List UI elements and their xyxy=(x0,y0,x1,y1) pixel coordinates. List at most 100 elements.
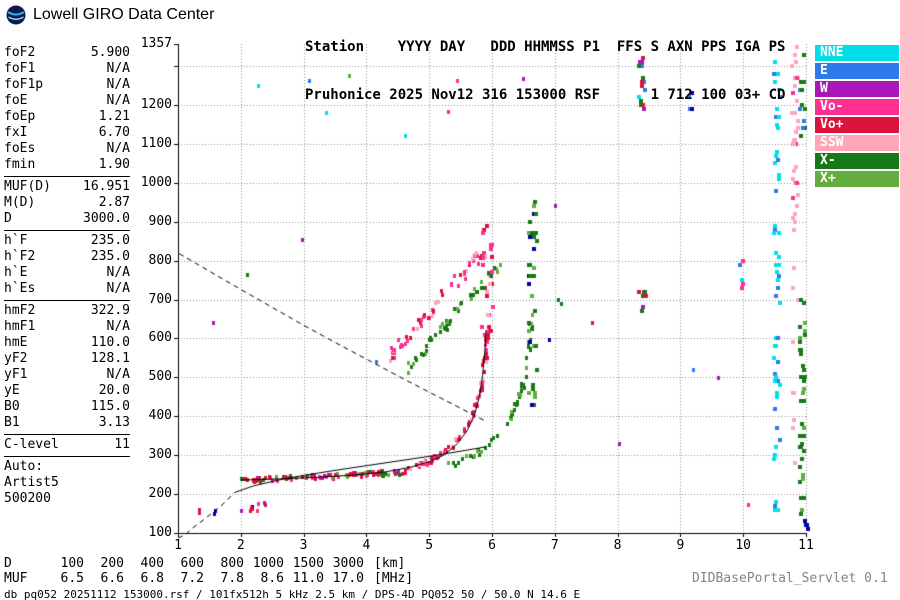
d-muf-table: D 100 200 400 600 800 1000 1500 3000 [km] MUF 6.5 6.… xyxy=(4,556,413,586)
row-value: 1000 xyxy=(252,556,284,571)
row-value: 200 xyxy=(100,556,124,571)
auto-title: Auto: xyxy=(4,459,130,475)
param-value: N/A xyxy=(106,281,130,296)
param-label: D xyxy=(4,211,12,226)
param-label: h`E xyxy=(4,265,28,280)
param-label: MUF(D) xyxy=(4,179,51,194)
param-label: fmin xyxy=(4,157,36,172)
param-label: h`F xyxy=(4,233,28,248)
header-line1: Station YYYY DAY DDD HHMMSS P1 FFS S AXN… xyxy=(305,39,786,55)
status-line: db pq052 20251112 153000.rsf / 101fx512h… xyxy=(4,588,581,600)
param-row-yF1: yF1 N/A xyxy=(4,367,130,383)
param-value: 16.951 xyxy=(83,179,130,194)
legend-X+: X+ xyxy=(815,171,899,187)
row-value: 17.0 xyxy=(332,571,364,586)
row-value: 3000 xyxy=(332,556,364,571)
row-value: 6.6 xyxy=(100,571,124,586)
legend-E: E xyxy=(815,63,899,79)
table-row-D: D 100 200 400 600 800 1000 1500 3000 [km] xyxy=(4,556,413,571)
param-label: yE xyxy=(4,383,20,398)
row-value: 7.2 xyxy=(180,571,204,586)
param-label: M(D) xyxy=(4,195,36,210)
param-value: 11 xyxy=(114,437,130,452)
param-row-B0: B0 115.0 xyxy=(4,399,130,415)
row-value: 6.5 xyxy=(60,571,84,586)
param-row-fmin: fmin 1.90 xyxy=(4,157,130,173)
parameter-panel: foF2 5.900 foF1 N/A foF1p N/A foE N/A foEp 1.21 fx… xyxy=(4,45,130,507)
param-row-hmE: hmE 110.0 xyxy=(4,335,130,351)
param-label: hmF1 xyxy=(4,319,36,334)
param-value: 3000.0 xyxy=(83,211,130,226)
param-value: N/A xyxy=(106,77,130,92)
param-label: h`Es xyxy=(4,281,36,296)
param-value: N/A xyxy=(106,367,130,382)
table-row-MUF: MUF 6.5 6.6 6.8 7.2 7.8 8.6 11.0 17.0 [MHz] xyxy=(4,571,413,586)
legend-SSW: SSW xyxy=(815,135,899,151)
param-label: fxI xyxy=(4,125,28,140)
separator xyxy=(4,230,130,231)
param-label: foEp xyxy=(4,109,36,124)
param-value: 2.87 xyxy=(98,195,130,210)
param-row-MUF(D): MUF(D) 16.951 xyxy=(4,179,130,195)
param-value: N/A xyxy=(106,61,130,76)
row-value: 11.0 xyxy=(292,571,324,586)
param-row-foF1p: foF1p N/A xyxy=(4,77,130,93)
legend-X-: X- xyxy=(815,153,899,169)
param-value: 128.1 xyxy=(90,351,130,366)
param-row-hmF2: hmF2 322.9 xyxy=(4,303,130,319)
param-row-foEp: foEp 1.21 xyxy=(4,109,130,125)
row-value: 800 xyxy=(220,556,244,571)
param-label: B0 xyxy=(4,399,20,414)
legend-Vo-: Vo- xyxy=(815,99,899,115)
param-row-fxI: fxI 6.70 xyxy=(4,125,130,141)
param-row-C-level: C-level 11 xyxy=(4,437,130,453)
legend-W: W xyxy=(815,81,899,97)
row-unit: [MHz] xyxy=(374,571,414,586)
param-value: 322.9 xyxy=(90,303,130,318)
separator xyxy=(4,456,130,457)
logo-text: Lowell GIRO Data Center xyxy=(33,6,215,23)
auto-line: 500200 xyxy=(4,491,130,507)
legend-Vo+: Vo+ xyxy=(815,117,899,133)
param-value: 20.0 xyxy=(98,383,130,398)
param-row-M(D): M(D) 2.87 xyxy=(4,195,130,211)
row-label: D xyxy=(4,556,12,571)
header-line2: Pruhonice 2025 Nov12 316 153000 RSF 1 71… xyxy=(305,87,786,103)
param-row-foF1: foF1 N/A xyxy=(4,61,130,77)
param-label: yF2 xyxy=(4,351,28,366)
param-row-foE: foE N/A xyxy=(4,93,130,109)
giro-logo-icon xyxy=(6,5,26,25)
param-label: h`F2 xyxy=(4,249,36,264)
row-value: 400 xyxy=(140,556,164,571)
param-row-h`F2: h`F2 235.0 xyxy=(4,249,130,265)
param-row-B1: B1 3.13 xyxy=(4,415,130,431)
param-value: N/A xyxy=(106,319,130,334)
param-label: hmF2 xyxy=(4,303,36,318)
header-station-info: Station YYYY DAY DDD HHMMSS P1 FFS S AXN… xyxy=(305,7,785,135)
param-value: 115.0 xyxy=(90,399,130,414)
param-value: 5.900 xyxy=(90,45,130,60)
param-value: 6.70 xyxy=(98,125,130,140)
param-value: N/A xyxy=(106,141,130,156)
param-row-h`Es: h`Es N/A xyxy=(4,281,130,297)
auto-label: Auto: xyxy=(4,459,44,474)
row-value: 6.8 xyxy=(140,571,164,586)
separator xyxy=(4,434,130,435)
param-row-h`F: h`F 235.0 xyxy=(4,233,130,249)
row-value: 8.6 xyxy=(260,571,284,586)
param-row-yE: yE 20.0 xyxy=(4,383,130,399)
auto-line-text: Artist5 xyxy=(4,475,59,490)
row-value: 100 xyxy=(60,556,84,571)
param-value: N/A xyxy=(106,265,130,280)
param-row-foEs: foEs N/A xyxy=(4,141,130,157)
param-value: 110.0 xyxy=(90,335,130,350)
param-value: 235.0 xyxy=(90,233,130,248)
separator xyxy=(4,176,130,177)
auto-line-text: 500200 xyxy=(4,491,51,506)
auto-line: Artist5 xyxy=(4,475,130,491)
param-row-D: D 3000.0 xyxy=(4,211,130,227)
param-label: B1 xyxy=(4,415,20,430)
logo: Lowell GIRO Data Center xyxy=(5,4,214,26)
param-label: foF1 xyxy=(4,61,36,76)
